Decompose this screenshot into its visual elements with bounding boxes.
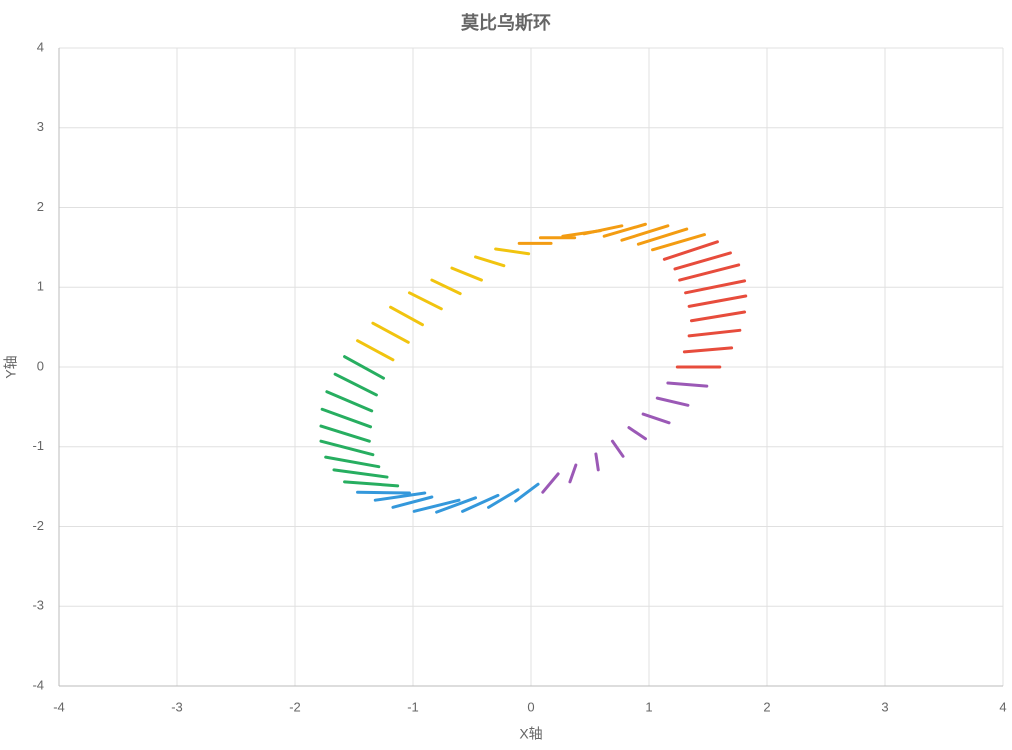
x-tick-label: 3	[881, 699, 888, 714]
segment	[435, 496, 478, 514]
segment	[343, 355, 385, 380]
segment	[684, 279, 747, 295]
y-tick-label: 2	[37, 199, 44, 214]
segment	[461, 493, 500, 513]
segment	[682, 346, 734, 354]
x-tick-label: -1	[407, 699, 419, 714]
segment	[487, 488, 520, 509]
segment	[666, 381, 709, 388]
segment	[371, 321, 410, 344]
y-tick-label: 1	[37, 279, 44, 294]
segment	[373, 491, 427, 502]
segment	[412, 498, 461, 513]
segment	[636, 227, 689, 246]
segment	[356, 490, 411, 495]
segment	[514, 482, 540, 503]
y-tick-label: -3	[32, 598, 44, 613]
segment	[687, 294, 748, 308]
x-axis-label: X轴	[519, 726, 542, 742]
x-tick-label: -4	[53, 699, 65, 714]
y-tick-label: -2	[32, 518, 44, 533]
segment	[450, 266, 483, 282]
segment	[324, 455, 381, 469]
segment	[655, 396, 690, 407]
segment	[325, 390, 374, 413]
segment	[494, 247, 531, 256]
segment	[678, 263, 741, 282]
y-tick-label: -4	[32, 677, 44, 692]
segment	[582, 224, 624, 236]
segment	[356, 339, 395, 362]
x-tick-label: 1	[645, 699, 652, 714]
x-tick-label: 2	[763, 699, 770, 714]
x-tick-label: -3	[171, 699, 183, 714]
segment	[610, 439, 625, 458]
segment	[641, 412, 671, 425]
segment	[673, 251, 732, 271]
segment	[662, 240, 719, 261]
segment	[343, 480, 400, 488]
y-tick-label: -1	[32, 438, 44, 453]
segment	[651, 233, 706, 252]
x-tick-label: 4	[999, 699, 1006, 714]
segment	[620, 224, 670, 242]
segment	[594, 452, 600, 472]
y-tick-label: 4	[37, 39, 44, 54]
segment	[389, 305, 424, 327]
chart-title: 莫比乌斯环	[460, 12, 551, 33]
segment	[689, 310, 747, 323]
segment	[474, 255, 506, 268]
segment	[430, 278, 462, 296]
segment	[319, 424, 371, 443]
x-tick-label: -2	[289, 699, 301, 714]
segment	[391, 495, 434, 509]
segment	[333, 372, 378, 397]
segment	[627, 426, 647, 441]
segment	[687, 328, 742, 338]
segment	[541, 472, 560, 494]
segment	[332, 468, 389, 479]
y-tick-label: 3	[37, 119, 44, 134]
segment	[319, 439, 375, 457]
y-axis-label: Y轴	[3, 355, 19, 378]
segment	[602, 222, 647, 238]
segment	[407, 291, 443, 311]
x-tick-label: 0	[527, 699, 534, 714]
y-tick-label: 0	[37, 358, 44, 373]
segment	[320, 407, 373, 429]
segment	[568, 463, 578, 484]
